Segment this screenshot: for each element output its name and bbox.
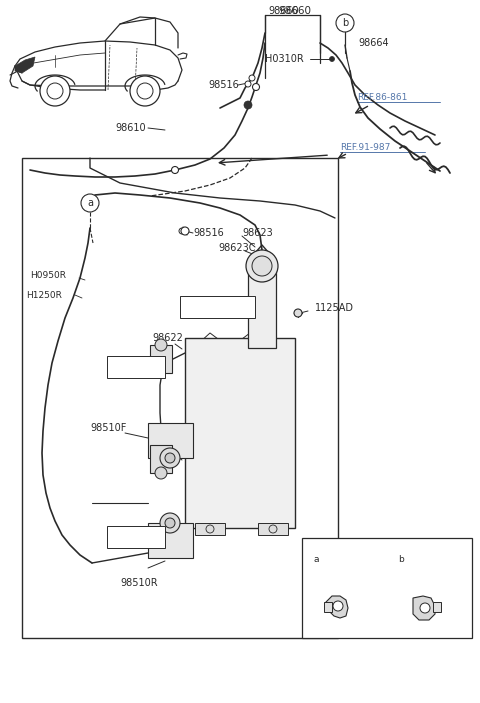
Text: a: a	[313, 555, 319, 565]
Circle shape	[165, 518, 175, 528]
Circle shape	[137, 83, 153, 99]
Text: REF.86-861: REF.86-861	[357, 93, 408, 103]
Text: 98620: 98620	[183, 304, 214, 314]
Bar	[22, 158, 338, 638]
Circle shape	[393, 552, 409, 568]
Circle shape	[308, 552, 324, 568]
Bar	[148, 523, 193, 558]
Text: 98610: 98610	[115, 123, 145, 133]
Circle shape	[130, 76, 160, 106]
Text: 98660: 98660	[268, 6, 299, 16]
Text: 98510F: 98510F	[90, 423, 126, 433]
Bar	[433, 602, 441, 612]
Text: 98622: 98622	[152, 333, 183, 343]
Text: 1125AD: 1125AD	[315, 303, 354, 313]
Polygon shape	[413, 596, 435, 620]
Text: 98664: 98664	[358, 38, 389, 48]
Circle shape	[155, 467, 167, 479]
Circle shape	[245, 81, 251, 87]
Circle shape	[47, 83, 63, 99]
Circle shape	[206, 525, 214, 533]
Bar	[107, 526, 165, 548]
Circle shape	[252, 256, 272, 276]
Bar	[150, 345, 172, 373]
Circle shape	[336, 14, 354, 32]
Text: REF.91-987: REF.91-987	[340, 143, 390, 153]
Circle shape	[160, 513, 180, 533]
Circle shape	[160, 448, 180, 468]
Text: 98662B: 98662B	[328, 555, 365, 565]
Text: b: b	[398, 555, 404, 565]
Circle shape	[244, 101, 252, 109]
Bar	[107, 356, 165, 378]
Text: 98660: 98660	[278, 6, 311, 16]
Bar	[150, 445, 172, 473]
Bar	[324, 602, 332, 612]
Circle shape	[246, 250, 278, 282]
Text: 98516: 98516	[193, 228, 224, 238]
Circle shape	[269, 525, 277, 533]
Text: 98510R: 98510R	[120, 578, 157, 588]
Circle shape	[252, 84, 260, 91]
Circle shape	[333, 601, 343, 611]
Text: 98622: 98622	[152, 443, 183, 453]
Bar	[185, 338, 295, 528]
Text: H0310R: H0310R	[265, 54, 304, 64]
Text: H0950R: H0950R	[30, 271, 66, 280]
Bar	[195, 523, 225, 535]
Bar	[148, 423, 193, 458]
Text: 98515A: 98515A	[110, 364, 145, 373]
Text: 98623: 98623	[242, 228, 273, 238]
Bar	[248, 268, 276, 348]
Text: b: b	[342, 18, 348, 28]
Circle shape	[249, 75, 255, 81]
Text: 98661G: 98661G	[413, 555, 451, 565]
Text: 98516: 98516	[208, 80, 239, 90]
Polygon shape	[326, 596, 348, 618]
Circle shape	[179, 228, 185, 234]
Polygon shape	[15, 57, 35, 73]
Bar	[258, 523, 288, 535]
Circle shape	[181, 227, 189, 235]
Text: a: a	[87, 198, 93, 208]
Text: H1250R: H1250R	[26, 290, 62, 299]
Circle shape	[40, 76, 70, 106]
Text: 98623C: 98623C	[218, 243, 255, 253]
Bar	[180, 296, 255, 318]
Circle shape	[155, 339, 167, 351]
Circle shape	[165, 453, 175, 463]
Circle shape	[329, 56, 335, 61]
Bar	[302, 538, 472, 638]
Circle shape	[420, 603, 430, 613]
Circle shape	[171, 167, 179, 174]
Text: 98515A: 98515A	[110, 534, 145, 543]
Circle shape	[294, 309, 302, 317]
Circle shape	[81, 194, 99, 212]
